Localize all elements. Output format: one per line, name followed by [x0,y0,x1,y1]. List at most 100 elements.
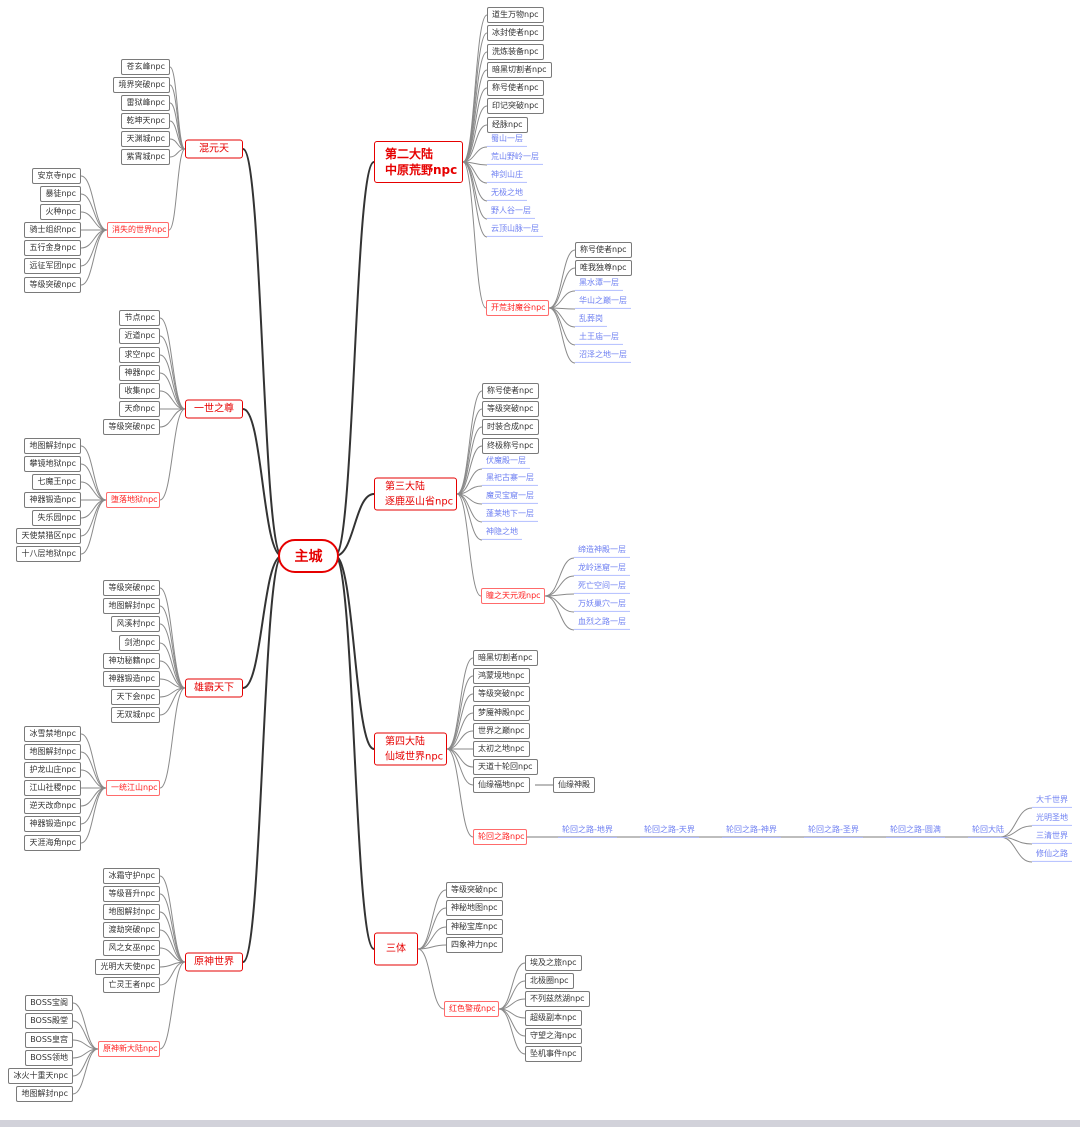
tail-node[interactable]: 修仙之路 [1032,848,1072,862]
link-node[interactable]: 神剑山庄 [487,169,527,183]
leaf-node[interactable]: 仙缘福地npc [473,777,530,793]
leaf-node[interactable]: 等级突破npc [473,686,530,702]
group-node[interactable]: 瞳之天元观npc [481,588,545,604]
leaf-node[interactable]: 神器npc [119,365,160,381]
leaf-node[interactable]: 火种npc [40,204,81,220]
leaf-node[interactable]: 天道十轮回npc [473,759,538,775]
branch-node[interactable]: 一世之尊 [185,399,243,419]
leaf-node[interactable]: 天下会npc [111,689,160,705]
group-node[interactable]: 开荒封魔谷npc [486,300,549,316]
chain-node[interactable]: 轮回大陆 [968,824,1008,838]
leaf-node[interactable]: 地图解封npc [103,904,160,920]
tail-node[interactable]: 三清世界 [1032,830,1072,844]
group-node[interactable]: 轮回之路npc [473,829,527,845]
leaf-node[interactable]: 等级突破npc [103,419,160,435]
leaf-node[interactable]: 护龙山庄npc [24,762,81,778]
leaf-node[interactable]: 唯我独尊npc [575,260,632,276]
leaf-node[interactable]: 称号使者npc [487,80,544,96]
link-node[interactable]: 沼泽之地一层 [575,349,631,363]
link-node[interactable]: 云顶山脉一层 [487,223,543,237]
leaf-node[interactable]: 冰霜守护npc [103,868,160,884]
leaf-node[interactable]: BOSS宝阁 [25,995,73,1011]
link-node[interactable]: 荒山野岭一层 [487,151,543,165]
link-node[interactable]: 乱葬岗 [575,313,607,327]
leaf-node[interactable]: 称号使者npc [482,383,539,399]
link-node[interactable]: 黑祀古寨一层 [482,472,538,486]
root-node[interactable]: 主城 [278,539,339,573]
leaf-node[interactable]: 收集npc [119,383,160,399]
leaf-node[interactable]: 冰雪禁地npc [24,726,81,742]
leaf-node[interactable]: BOSS领地 [25,1050,73,1066]
leaf-node[interactable]: 暴徒npc [40,186,81,202]
group-node[interactable]: 堕落地狱npc [106,492,160,508]
leaf-node[interactable]: 神器锻造npc [24,816,81,832]
leaf-node[interactable]: 风之女巫npc [103,940,160,956]
leaf-node[interactable]: 逆天改命npc [24,798,81,814]
link-node[interactable]: 华山之巅一层 [575,295,631,309]
leaf-node[interactable]: 不列兹然湖npc [525,991,590,1007]
leaf-node[interactable]: 紫霄城npc [121,149,170,165]
leaf-node[interactable]: 四象神力npc [446,937,503,953]
tail-node[interactable]: 光明圣地 [1032,812,1072,826]
leaf-node[interactable]: 埃及之旅npc [525,955,582,971]
leaf-node[interactable]: 天涯海角npc [24,835,81,851]
leaf-node[interactable]: 攀镜地狱npc [24,456,81,472]
leaf-node[interactable]: 称号使者npc [575,242,632,258]
leaf-node[interactable]: 坠机事件npc [525,1046,582,1062]
leaf-node[interactable]: BOSS皇宫 [25,1032,73,1048]
link-node[interactable]: 死亡空间一层 [574,580,630,594]
leaf-node[interactable]: 地图解封npc [16,1086,73,1102]
group-node[interactable]: 红色警戒npc [444,1001,499,1017]
link-node[interactable]: 蓬莱地下一层 [482,508,538,522]
leaf-node[interactable]: 渡劫突破npc [103,922,160,938]
chain-node[interactable]: 轮回之路-天界 [640,824,699,838]
leaf-node[interactable]: 冰封使者npc [487,25,544,41]
leaf-node[interactable]: 风溪村npc [111,616,160,632]
leaf-node[interactable]: 超级副本npc [525,1010,582,1026]
leaf-node[interactable]: 印记突破npc [487,98,544,114]
tail-node[interactable]: 大千世界 [1032,794,1072,808]
leaf-node[interactable]: 骑士组织npc [24,222,81,238]
leaf-node[interactable]: 等级突破npc [24,277,81,293]
leaf-node[interactable]: 剑池npc [119,635,160,651]
leaf-node[interactable]: 洗炼装备npc [487,44,544,60]
horizontal-scrollbar[interactable] [0,1120,1080,1127]
leaf-node[interactable]: 梦魇神殿npc [473,705,530,721]
leaf-node[interactable]: 十八层地狱npc [16,546,81,562]
leaf-node[interactable]: 神功秘籍npc [103,653,160,669]
link-node[interactable]: 缔造神殿一层 [574,544,630,558]
leaf-node[interactable]: 时装合成npc [482,419,539,435]
leaf-node[interactable]: 经脉npc [487,117,528,133]
leaf-node[interactable]: 世界之巅npc [473,723,530,739]
leaf-node[interactable]: 节点npc [119,310,160,326]
link-node[interactable]: 龙岭迷窟一层 [574,562,630,576]
leaf-node[interactable]: 等级突破npc [103,580,160,596]
chain-node[interactable]: 轮回之路-地界 [558,824,617,838]
branch-node[interactable]: 第二大陆 中原荒野npc [374,141,463,183]
leaf-node[interactable]: 无双城npc [111,707,160,723]
link-node[interactable]: 黑水潭一层 [575,277,623,291]
leaf-node[interactable]: 失乐园npc [32,510,81,526]
leaf-node[interactable]: 冰火十重天npc [8,1068,73,1084]
leaf-node[interactable]: 等级突破npc [482,401,539,417]
chain-node[interactable]: 轮回之路-神界 [722,824,781,838]
link-node[interactable]: 魔灵宝窟一层 [482,490,538,504]
leaf-node[interactable]: 五行金身npc [24,240,81,256]
leaf-node[interactable]: 近道npc [119,328,160,344]
leaf-node[interactable]: 光明大天使npc [95,959,160,975]
link-node[interactable]: 神隐之地 [482,526,522,540]
leaf-node[interactable]: 等级晋升npc [103,886,160,902]
chain-node[interactable]: 轮回之路-圣界 [804,824,863,838]
leaf-node[interactable]: 亡灵王者npc [103,977,160,993]
leaf-node[interactable]: 安京寺npc [32,168,81,184]
leaf-node[interactable]: 道生万物npc [487,7,544,23]
leaf-node[interactable]: 天使禁猎区npc [16,528,81,544]
leaf-node[interactable]: 苍玄峰npc [121,59,170,75]
branch-node[interactable]: 三体 [374,932,418,966]
leaf-node[interactable]: 雷狱峰npc [121,95,170,111]
branch-node[interactable]: 雄霸天下 [185,678,243,698]
leaf-node[interactable]: 乾坤天npc [121,113,170,129]
leaf-node[interactable]: 求空npc [119,347,160,363]
link-node[interactable]: 无极之地 [487,187,527,201]
link-node[interactable]: 土王庙一层 [575,331,623,345]
